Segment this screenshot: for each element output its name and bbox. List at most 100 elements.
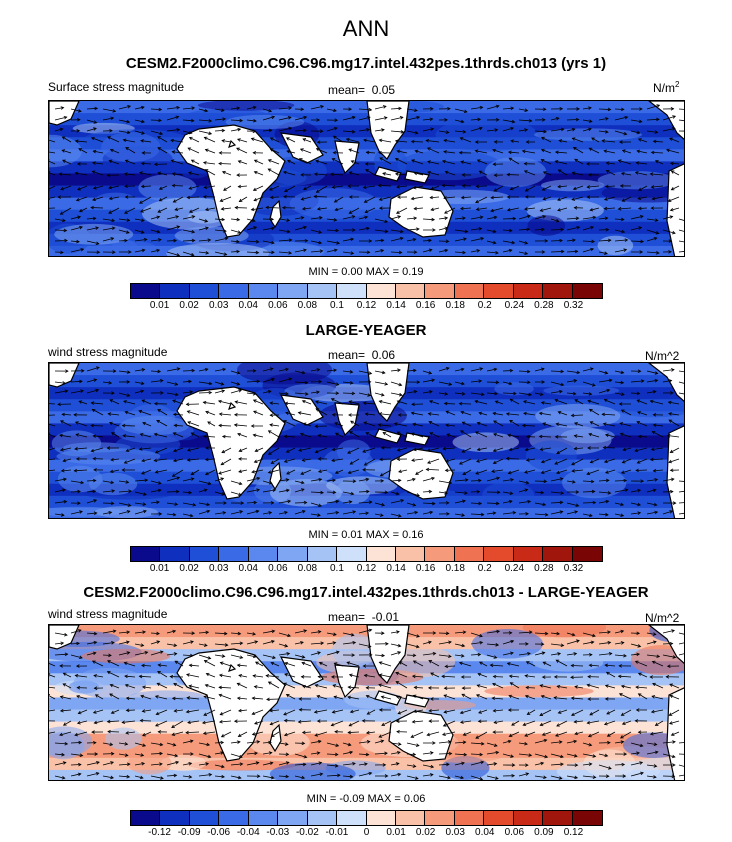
wind-vector [310, 651, 321, 656]
wind-vector [422, 489, 433, 494]
wind-vector [374, 653, 386, 658]
wind-vector [157, 147, 168, 154]
wind-vector [54, 477, 67, 482]
wind-vector [430, 185, 440, 190]
wind-vector [187, 720, 200, 725]
wind-vector [540, 458, 552, 464]
wind-vector [150, 631, 160, 636]
wind-vector [362, 447, 376, 453]
wind-vector [621, 196, 632, 202]
wind-vector [374, 502, 386, 507]
land-mass [648, 101, 684, 141]
wind-vector [582, 225, 595, 231]
colorbar-swatch [278, 811, 308, 825]
wind-vector [358, 489, 370, 494]
wind-vector [540, 469, 552, 474]
wind-vector [538, 434, 552, 439]
wind-vector [49, 432, 56, 438]
wind-vector [646, 640, 657, 645]
wind-vector [59, 664, 72, 668]
wind-vector [614, 107, 625, 112]
wind-vector [230, 480, 243, 486]
wind-vector [390, 229, 404, 234]
colorbar-swatch [160, 284, 190, 298]
wind-vector [524, 207, 536, 211]
wind-vector [285, 447, 296, 453]
wind-vector [262, 761, 274, 766]
wind-vector [470, 775, 484, 780]
wind-vector [301, 458, 312, 462]
wind-vector [278, 251, 293, 255]
wind-vector [438, 640, 452, 645]
wind-vector [506, 662, 520, 667]
colorbar-tick-label: 0.04 [238, 563, 258, 574]
wind-vector [141, 399, 152, 405]
wind-vector [460, 195, 472, 200]
wind-vector [492, 708, 504, 713]
wind-vector [234, 400, 248, 405]
wind-vector [493, 420, 504, 427]
wind-vector [470, 640, 484, 645]
colorbar-swatch [572, 284, 602, 298]
wind-vector [281, 205, 296, 210]
wind-vector [410, 139, 424, 144]
wind-vector [524, 195, 536, 199]
wind-vector [390, 236, 404, 242]
wind-vector [518, 108, 529, 112]
wind-vector [118, 392, 131, 397]
wind-vector [188, 171, 200, 176]
wind-vector [171, 172, 184, 176]
wind-vector [646, 632, 657, 636]
wind-vector [138, 447, 152, 451]
wind-vector [75, 457, 88, 461]
colorbar-swatch [395, 811, 426, 825]
wind-vector [374, 116, 388, 121]
wind-vector [278, 116, 292, 121]
wind-vector [454, 392, 466, 396]
wind-vector [348, 171, 360, 176]
wind-vector [396, 729, 408, 734]
wind-vector [310, 641, 325, 645]
wind-vector [54, 652, 69, 657]
wind-vector [166, 225, 181, 231]
wind-vector [294, 225, 308, 231]
wind-vector [358, 370, 373, 375]
wind-vector [118, 762, 131, 767]
wind-vector [652, 423, 664, 427]
wind-vector [317, 469, 328, 473]
wind-vector [102, 641, 115, 645]
wind-vector [422, 741, 436, 745]
wind-vector [550, 740, 563, 744]
wind-vector [390, 116, 404, 121]
wind-vector [60, 185, 72, 191]
wind-vector [310, 513, 321, 517]
wind-vector [297, 720, 312, 724]
colorbar-tick-label: 0.02 [179, 563, 199, 574]
wind-vector [413, 206, 424, 211]
wind-vector [518, 512, 529, 516]
wind-vector [406, 643, 420, 649]
wind-vector [668, 720, 680, 725]
wind-vector [374, 763, 387, 767]
wind-vector [443, 401, 456, 406]
land-mass [648, 363, 684, 403]
wind-vector [294, 115, 308, 121]
colorbar-tick-label: -0.02 [295, 827, 319, 838]
wind-vector [317, 433, 328, 438]
land-mass [666, 425, 684, 518]
wind-vector [204, 469, 216, 476]
wind-vector [86, 489, 97, 494]
wind-vector [182, 390, 194, 394]
wind-vector [459, 709, 472, 715]
wind-vector [315, 408, 328, 416]
wind-vector [445, 423, 456, 428]
wind-vector [316, 140, 328, 144]
wind-vector [574, 158, 584, 165]
field-patch [188, 759, 297, 771]
wind-vector [70, 389, 84, 394]
wind-vector [470, 117, 482, 122]
wind-vector [198, 108, 209, 113]
wind-vector [251, 696, 264, 701]
wind-vector [378, 399, 392, 405]
wind-vector [172, 412, 184, 417]
